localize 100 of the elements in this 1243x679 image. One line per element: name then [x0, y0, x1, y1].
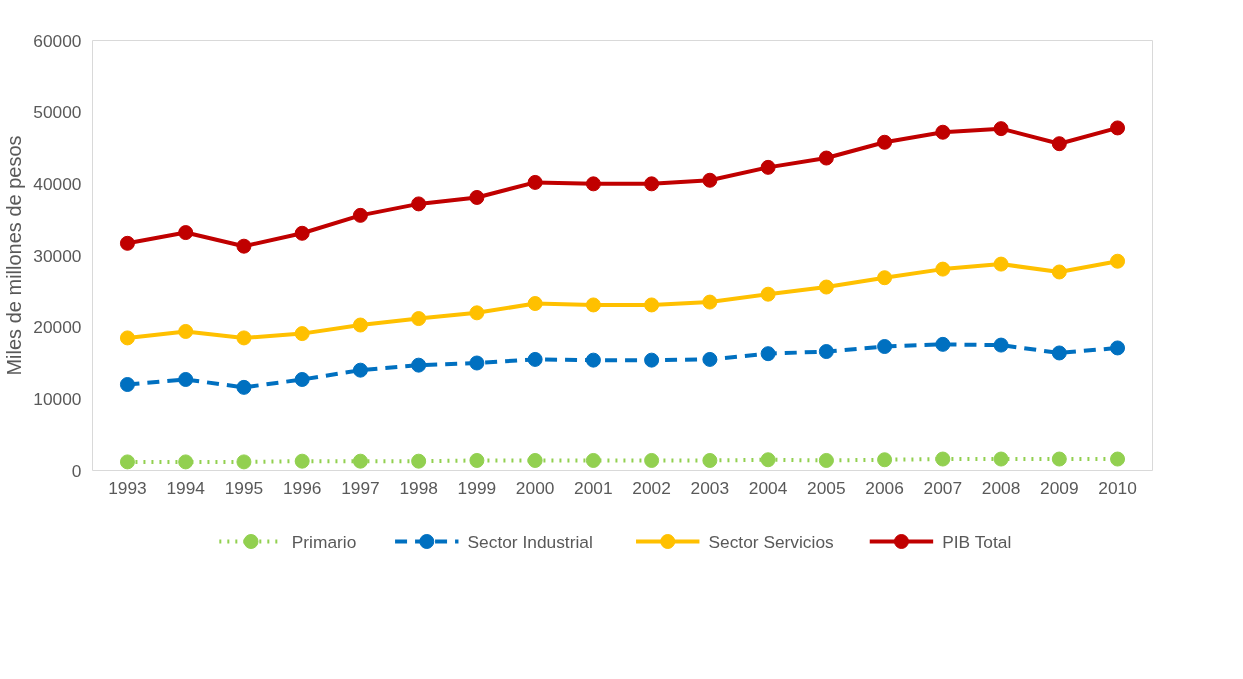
point [702, 172, 718, 188]
point [178, 225, 194, 241]
point [294, 225, 310, 241]
point [1110, 451, 1126, 467]
y-tick-label: 30000 [33, 245, 82, 266]
y-tick-label: 20000 [33, 317, 82, 338]
point [1051, 136, 1067, 152]
point [527, 174, 543, 190]
x-tick-label: 2001 [574, 477, 613, 498]
point [294, 453, 310, 469]
point [178, 372, 194, 387]
point [411, 196, 427, 212]
legend-label: Primario [291, 531, 357, 552]
point [993, 121, 1009, 137]
point [469, 452, 485, 468]
point [527, 351, 543, 367]
point [760, 159, 776, 175]
point [178, 454, 194, 470]
point [1110, 253, 1126, 269]
point [935, 124, 951, 140]
x-tick-label: 1994 [166, 477, 206, 498]
point [352, 207, 368, 223]
x-tick-label: 1997 [341, 477, 380, 498]
point [1051, 345, 1067, 361]
point [585, 452, 601, 468]
point [352, 453, 368, 469]
point [527, 452, 543, 468]
y-tick-label: 50000 [33, 102, 82, 123]
point [411, 453, 427, 469]
point [411, 311, 427, 327]
x-tick-label: 1996 [282, 477, 322, 498]
point [585, 176, 601, 192]
point [411, 357, 427, 373]
point [119, 454, 135, 470]
point [236, 238, 252, 254]
x-tick-label: 1995 [224, 477, 264, 498]
point [1110, 120, 1126, 136]
point [644, 176, 660, 192]
y-tick-label: 0 [71, 460, 82, 481]
point [935, 451, 951, 467]
legend-label: Sector Industrial [467, 531, 593, 552]
x-tick-label: 2010 [1098, 477, 1137, 498]
point [935, 336, 951, 352]
point [119, 377, 135, 392]
legend-label: PIB Total [942, 531, 1012, 552]
point [877, 134, 893, 150]
y-tick-label: 10000 [33, 388, 82, 409]
y-axis-title: Miles de millones de pesos [3, 135, 26, 376]
point [760, 286, 776, 302]
point [760, 346, 776, 362]
x-tick-label: 2005 [807, 477, 846, 498]
point [1110, 340, 1126, 356]
point [236, 379, 252, 395]
x-tick-label: 2003 [690, 477, 730, 498]
point [352, 317, 368, 333]
point [877, 270, 893, 286]
point [119, 235, 135, 251]
x-tick-label: 2007 [923, 477, 963, 498]
point [585, 352, 601, 368]
point [585, 297, 601, 313]
point [760, 452, 776, 468]
x-tick-label: 2000 [515, 477, 555, 498]
point [877, 452, 893, 468]
point [1051, 451, 1067, 467]
point [469, 189, 485, 205]
point [236, 454, 252, 470]
x-tick-label: 1993 [108, 477, 147, 498]
legend-label: Sector Servicios [708, 531, 835, 552]
x-tick-label: 1999 [457, 477, 497, 498]
point [644, 297, 660, 313]
point [1051, 264, 1067, 280]
point [993, 451, 1009, 467]
x-tick-label: 2002 [632, 477, 671, 498]
point [352, 362, 368, 378]
point [818, 150, 834, 166]
x-tick-label: 2008 [981, 477, 1021, 498]
point [877, 339, 893, 354]
point [818, 452, 834, 468]
y-tick-label: 60000 [33, 30, 82, 51]
point [702, 294, 718, 310]
point [818, 344, 834, 360]
y-tick-label: 40000 [33, 173, 82, 194]
point [993, 337, 1009, 353]
point [527, 296, 543, 311]
point [119, 330, 135, 346]
point [469, 355, 485, 371]
point [469, 305, 485, 321]
point [702, 351, 718, 367]
point [818, 279, 834, 295]
point [178, 323, 194, 339]
x-tick-label: 1998 [399, 477, 438, 498]
point [935, 261, 951, 277]
point [294, 372, 310, 387]
point [236, 330, 252, 346]
point [294, 326, 310, 342]
point [702, 452, 718, 468]
point [644, 452, 660, 468]
point [644, 352, 660, 368]
x-tick-label: 2009 [1040, 477, 1079, 498]
x-tick-label: 2006 [865, 477, 904, 498]
